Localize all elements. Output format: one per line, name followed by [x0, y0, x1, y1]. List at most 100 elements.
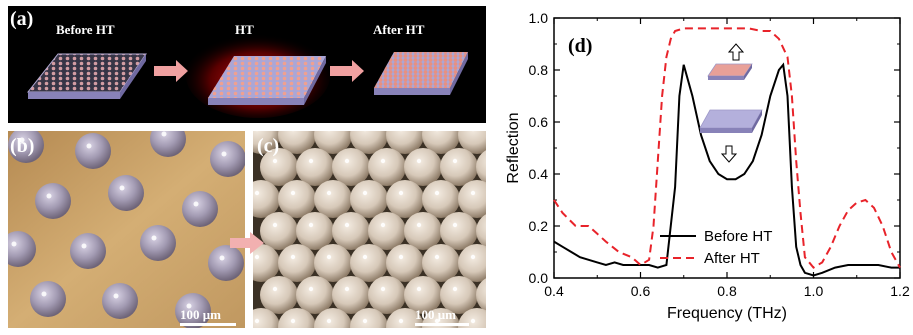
arrow-right-icon: [230, 232, 264, 254]
microsphere: [458, 180, 486, 218]
microsphere: [182, 191, 218, 227]
stage-after-label: After HT: [373, 22, 425, 37]
y-tick-label: 0.0: [529, 270, 549, 286]
microsphere: [314, 131, 352, 154]
microsphere: [422, 244, 460, 282]
microsphere: [422, 131, 460, 154]
micrograph-panel-c: (c) 100 μm: [253, 131, 486, 328]
reflection-chart: 0.4 0.6 0.8 1.0 1.2 0.0 0.2 0.4 0.6 0.8 1.0 Frequen…: [505, 10, 910, 322]
highlight: [362, 190, 368, 196]
microsphere: [314, 244, 352, 282]
microsphere: [458, 131, 486, 154]
highlight: [219, 255, 225, 261]
highlight: [326, 318, 332, 324]
x-tick-label: 0.6: [631, 283, 651, 299]
panel-d-label: (d): [568, 35, 592, 57]
highlight: [290, 190, 296, 196]
y-tick-label: 0.6: [529, 114, 549, 130]
microsphere: [368, 148, 406, 186]
legend-label: Before HT: [704, 228, 772, 245]
highlight: [81, 243, 87, 249]
arrow-down-icon: [720, 145, 738, 163]
panel-c-label: (c): [257, 135, 280, 157]
highlight: [308, 222, 314, 228]
microsphere: [350, 180, 388, 218]
highlight: [161, 131, 167, 137]
x-tick-label: 1.0: [804, 283, 824, 299]
microsphere: [368, 276, 406, 314]
x-tick-label: 1.2: [890, 283, 910, 299]
microsphere: [278, 180, 316, 218]
y-tick-label: 0.2: [529, 218, 549, 234]
microsphere: [102, 283, 138, 319]
microsphere: [350, 131, 388, 154]
highlight: [113, 293, 119, 299]
highlight: [119, 185, 125, 191]
microsphere: [476, 214, 486, 248]
microsphere: [350, 244, 388, 282]
highlight: [362, 318, 368, 324]
highlight: [380, 222, 386, 228]
microsphere: [404, 148, 442, 186]
microsphere: [35, 183, 71, 219]
highlight: [272, 286, 278, 292]
microsphere: [350, 308, 388, 328]
highlight: [344, 222, 350, 228]
chart-legend: Before HT After HT: [660, 228, 772, 267]
arrow-right-icon: [154, 60, 188, 82]
microsphere: [440, 148, 478, 186]
plate-before-ht: [26, 53, 147, 99]
microsphere: [253, 244, 280, 282]
highlight: [452, 158, 458, 164]
microsphere: [368, 212, 406, 250]
y-tick-label: 0.8: [529, 62, 549, 78]
scale-bar-c: [415, 323, 469, 326]
highlight: [290, 254, 296, 260]
highlight: [434, 254, 440, 260]
microsphere: [332, 148, 370, 186]
microsphere: [458, 244, 486, 282]
microsphere: [278, 308, 316, 328]
microsphere: [422, 180, 460, 218]
microsphere: [260, 276, 298, 314]
x-tick-label: 0.8: [717, 283, 737, 299]
stage-ht-label: HT: [235, 22, 254, 37]
microsphere: [332, 212, 370, 250]
microsphere: [386, 131, 424, 154]
microsphere: [296, 148, 334, 186]
microsphere: [30, 281, 66, 317]
highlight: [272, 222, 278, 228]
microsphere: [75, 133, 111, 169]
highlight: [470, 318, 476, 324]
microsphere: [253, 180, 280, 218]
arrow-up-icon: [727, 43, 745, 61]
highlight: [380, 158, 386, 164]
microsphere: [314, 308, 352, 328]
highlight: [193, 201, 199, 207]
microsphere: [260, 148, 298, 186]
schematic-panel-a: (a) Before HT HT After HT: [8, 6, 486, 123]
scale-bar-b: [180, 323, 236, 326]
legend-label: After HT: [704, 250, 760, 267]
stage-before-label: Before HT: [56, 22, 115, 37]
highlight: [254, 318, 260, 324]
series-line-1: [553, 27, 901, 269]
schematic-drawing: [26, 34, 468, 118]
highlight: [434, 190, 440, 196]
microsphere: [175, 293, 211, 328]
highlight: [290, 318, 296, 324]
microsphere: [440, 276, 478, 314]
microsphere: [108, 175, 144, 211]
highlight: [151, 235, 157, 241]
highlight: [398, 254, 404, 260]
highlight: [344, 286, 350, 292]
highlight: [434, 318, 440, 324]
microsphere: [150, 131, 186, 157]
chart-axes: 0.4 0.6 0.8 1.0 1.2 0.0 0.2 0.4 0.6 0.8 1.0 Frequen…: [505, 10, 910, 322]
scale-bar-label-c: 100 μm: [415, 307, 456, 322]
chart-inset: [699, 43, 763, 163]
microsphere: [253, 308, 280, 328]
highlight: [186, 303, 192, 309]
highlight: [272, 158, 278, 164]
highlight: [344, 158, 350, 164]
